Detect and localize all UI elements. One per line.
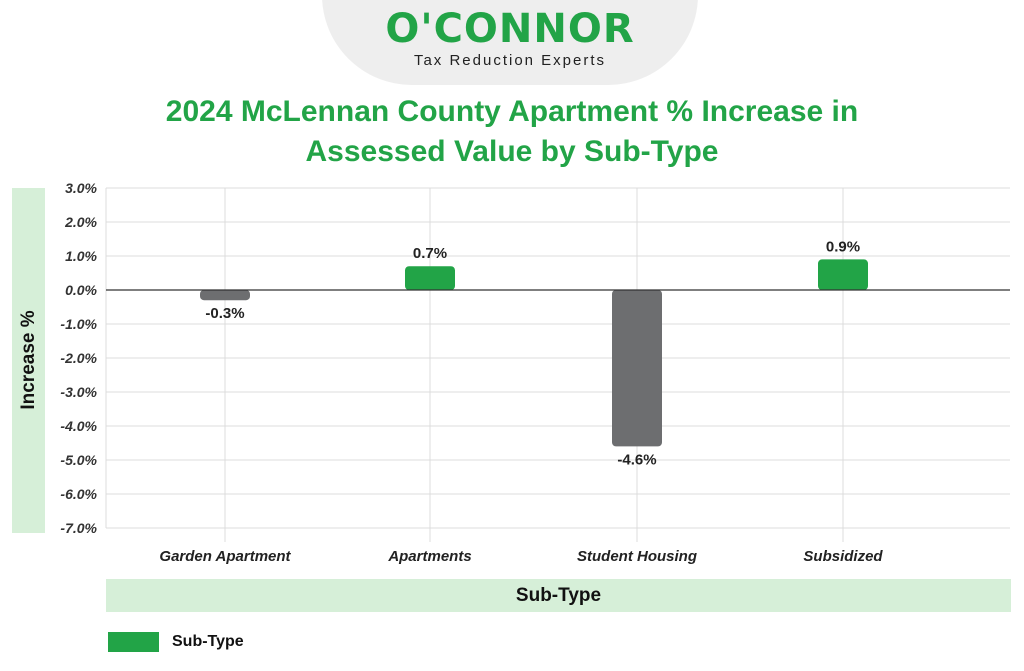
y-tick-label: 0.0% — [65, 282, 97, 298]
y-tick-label: -7.0% — [60, 520, 97, 536]
bar — [405, 266, 455, 290]
logo-name: O'CONNOR — [385, 6, 635, 52]
x-tick-label: Garden Apartment — [159, 548, 291, 565]
data-label: -0.3% — [205, 305, 244, 322]
legend-label: Sub-Type — [172, 633, 244, 650]
x-tick-label: Student Housing — [577, 548, 697, 565]
bar — [612, 290, 662, 447]
x-axis-label: Sub-Type — [515, 585, 602, 606]
y-tick-label: -1.0% — [60, 316, 97, 332]
y-tick-label: -2.0% — [60, 350, 97, 366]
y-tick-label: -4.0% — [60, 418, 97, 434]
data-label: -4.6% — [617, 451, 656, 468]
legend-swatch — [108, 632, 159, 652]
logo: O'CONNOR Tax Reduction Experts — [322, 0, 698, 85]
x-tick-label: Apartments — [387, 548, 471, 565]
chart-title-line-2: Assessed Value by Sub-Type — [305, 135, 719, 168]
data-label: 0.9% — [826, 238, 860, 255]
y-tick-label: -6.0% — [60, 486, 97, 502]
data-label: 0.7% — [413, 245, 447, 262]
bar — [818, 259, 868, 290]
bar — [200, 290, 250, 301]
chart-title: 2024 McLennan County Apartment % Increas… — [80, 92, 944, 172]
y-axis-label-panel — [12, 188, 45, 533]
y-tick-label: 1.0% — [65, 248, 97, 264]
x-tick-label: Subsidized — [803, 548, 883, 565]
logo-tagline: Tax Reduction Experts — [413, 52, 607, 69]
y-tick-label: 2.0% — [64, 214, 97, 230]
y-tick-label: -3.0% — [60, 384, 97, 400]
x-axis-label-panel: Sub-Type — [106, 579, 1011, 612]
chart-title-line-1: 2024 McLennan County Apartment % Increas… — [165, 95, 859, 128]
y-tick-label: 3.0% — [65, 180, 97, 196]
y-tick-label: -5.0% — [60, 452, 97, 468]
